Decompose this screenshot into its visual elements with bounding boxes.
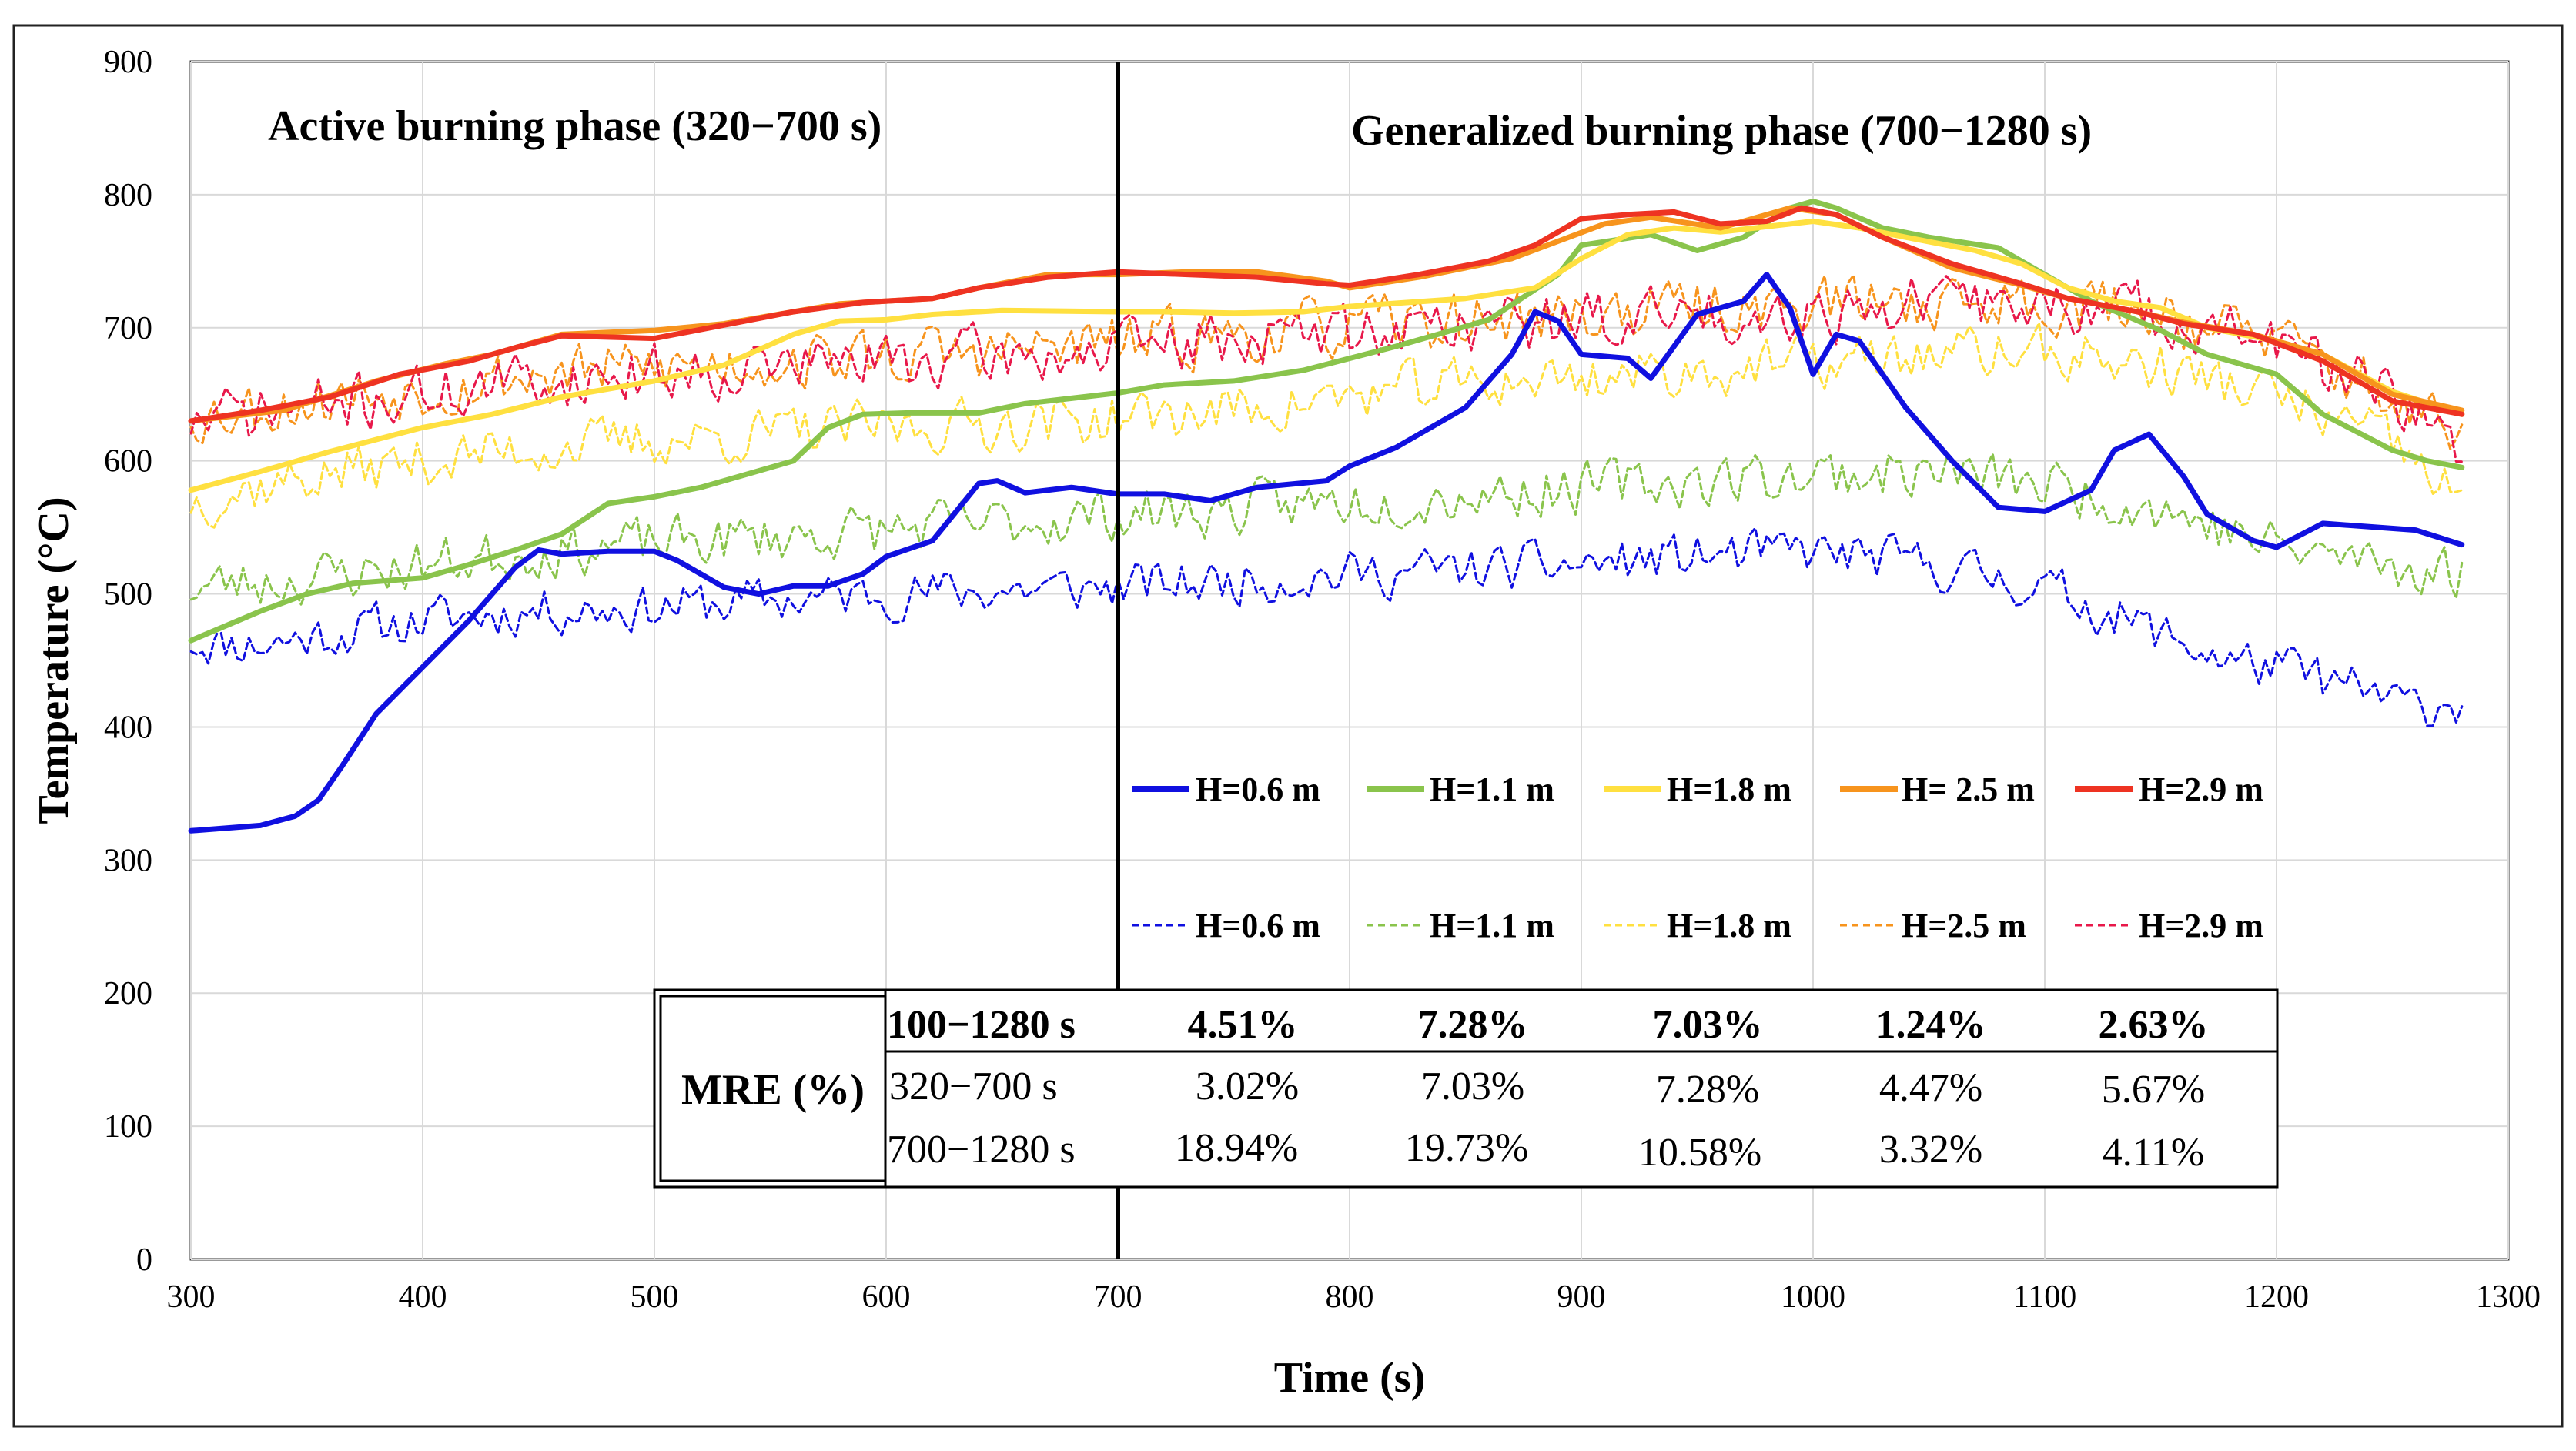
y-tick-label: 0 bbox=[136, 1242, 152, 1278]
series-line-measured-h06m bbox=[189, 527, 2464, 727]
x-tick-label: 1100 bbox=[2013, 1279, 2076, 1315]
legend-dashed-label-h18: H=1.8 m bbox=[1667, 907, 1791, 944]
mre-row-period: 700−1280 s bbox=[887, 1128, 1076, 1172]
mre-label: MRE (%) bbox=[681, 1066, 865, 1114]
series-line-measured-h29m bbox=[189, 275, 2464, 463]
x-tick-label: 300 bbox=[167, 1279, 216, 1315]
y-tick-label: 800 bbox=[104, 178, 152, 213]
y-tick-label: 600 bbox=[104, 444, 152, 480]
y-axis-label: Temperature (°C) bbox=[30, 496, 78, 824]
y-tick-label: 700 bbox=[104, 311, 152, 346]
x-tick-label: 1300 bbox=[2476, 1279, 2541, 1315]
annotation-active-phase: Active burning phase (320−700 s) bbox=[268, 102, 882, 150]
mre-row-value: 7.28% bbox=[1656, 1068, 1759, 1112]
axis-ticks: 300 400 500 600 700 800 900 1000 1100 1200 1300 0 10… bbox=[104, 45, 2541, 1315]
legend-dashed-label-h29: H=2.9 m bbox=[2139, 907, 2263, 944]
mre-row-value: 3.32% bbox=[1879, 1128, 1982, 1172]
legend-dashed-label-h06: H=0.6 m bbox=[1196, 907, 1320, 944]
annotation-generalized-phase: Generalized burning phase (700−1280 s) bbox=[1351, 107, 2092, 155]
legend-solid-label-h11: H=1.1 m bbox=[1430, 771, 1554, 808]
x-tick-label: 800 bbox=[1326, 1279, 1374, 1315]
x-axis-label: Time (s) bbox=[1274, 1354, 1426, 1402]
y-tick-label: 900 bbox=[104, 45, 152, 80]
legend-solid-label-h18: H=1.8 m bbox=[1667, 771, 1791, 808]
mre-row-value: 7.03% bbox=[1653, 1003, 1763, 1047]
mre-row-value: 7.03% bbox=[1421, 1065, 1524, 1108]
mre-table-outer-border bbox=[653, 988, 2279, 1189]
legend-dashed-label-h11: H=1.1 m bbox=[1430, 907, 1554, 944]
mre-row-period: 100−1280 s bbox=[887, 1003, 1076, 1047]
mre-row-value: 4.11% bbox=[2103, 1131, 2204, 1175]
legend-dashed-label-h25: H=2.5 m bbox=[1902, 907, 2026, 944]
legend-solid-label-h25: H= 2.5 m bbox=[1902, 771, 2035, 808]
legend: H=0.6 m H=1.1 m H=1.8 m H= 2.5 m H=2.9 m… bbox=[1132, 771, 2263, 944]
y-tick-label: 300 bbox=[104, 843, 152, 878]
x-tick-label: 600 bbox=[862, 1279, 911, 1315]
x-tick-label: 900 bbox=[1557, 1279, 1606, 1315]
x-tick-label: 400 bbox=[399, 1279, 447, 1315]
mre-row-value: 4.51% bbox=[1188, 1003, 1298, 1047]
y-tick-label: 200 bbox=[104, 976, 152, 1011]
series-line-simulated-h06m bbox=[188, 272, 2465, 834]
x-tick-label: 500 bbox=[631, 1279, 679, 1315]
mre-row-value: 2.63% bbox=[2099, 1003, 2209, 1047]
x-tick-label: 1200 bbox=[2244, 1279, 2309, 1315]
mre-row-value: 18.94% bbox=[1175, 1126, 1298, 1170]
series-line-measured-h18m bbox=[189, 321, 2464, 529]
series-line-simulated-h18m bbox=[188, 219, 2465, 493]
mre-row-value: 7.28% bbox=[1418, 1003, 1528, 1047]
mre-row-value: 19.73% bbox=[1405, 1126, 1528, 1170]
series-line-simulated-h29m bbox=[188, 205, 2465, 424]
x-tick-label: 700 bbox=[1094, 1279, 1142, 1315]
y-tick-label: 400 bbox=[104, 710, 152, 745]
mre-row-value: 5.67% bbox=[2102, 1068, 2205, 1112]
y-tick-label: 500 bbox=[104, 577, 152, 613]
legend-solid-label-h06: H=0.6 m bbox=[1196, 771, 1320, 808]
y-tick-label: 100 bbox=[104, 1109, 152, 1145]
mre-row-value: 3.02% bbox=[1196, 1065, 1299, 1108]
legend-solid-label-h29: H=2.9 m bbox=[2139, 771, 2263, 808]
mre-row-period: 320−700 s bbox=[889, 1065, 1058, 1108]
mre-row-value: 10.58% bbox=[1638, 1131, 1761, 1175]
series-line-simulated-h11m bbox=[188, 199, 2465, 644]
series-layer bbox=[188, 199, 2465, 834]
mre-row-value: 4.47% bbox=[1879, 1066, 1982, 1110]
mre-row-value: 1.24% bbox=[1876, 1003, 1986, 1047]
mre-table: MRE (%) 100−1280 s 4.51% 7.28% 7.03% 1.2… bbox=[653, 988, 2279, 1189]
x-tick-label: 1000 bbox=[1781, 1279, 1845, 1315]
